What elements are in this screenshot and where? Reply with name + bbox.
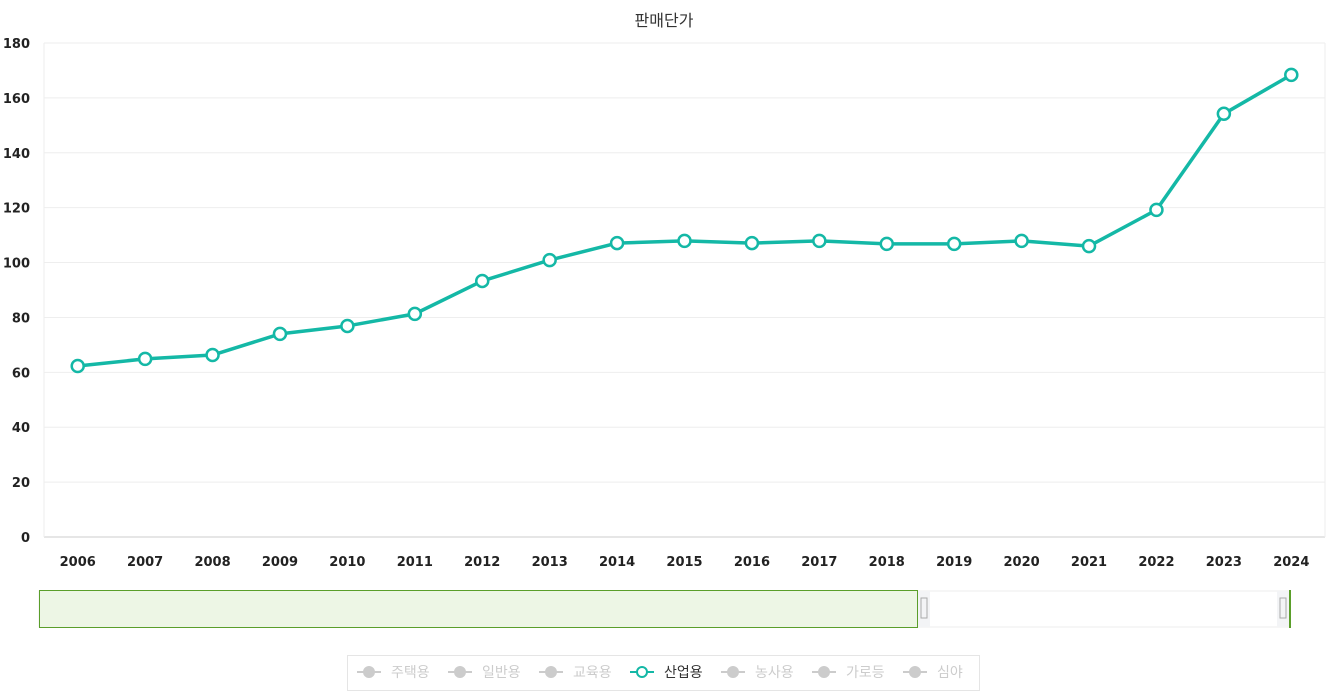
legend-marker-icon: [727, 666, 739, 678]
legend-label: 산업용: [664, 665, 703, 681]
data-zoom-slider[interactable]: [38, 590, 1291, 628]
legend-item[interactable]: 주택용: [357, 665, 430, 681]
data-point[interactable]: [744, 235, 760, 251]
legend-marker-icon: [636, 666, 648, 678]
x-tick-label: 2007: [127, 555, 163, 570]
data-point[interactable]: [879, 236, 895, 252]
x-tick-label: 2024: [1273, 555, 1309, 570]
legend-label: 가로등: [846, 665, 885, 681]
legend-marker-icon: [818, 666, 830, 678]
series-line: [77, 73, 1293, 368]
legend-label: 교육용: [573, 665, 612, 681]
handle-grip-icon: [920, 597, 928, 619]
x-tick-label: 2008: [194, 555, 230, 570]
data-point[interactable]: [946, 236, 962, 252]
y-tick-label: 180: [3, 37, 30, 52]
x-tick-label: 2015: [666, 555, 702, 570]
series: [70, 67, 1299, 374]
x-tick-label: 2011: [397, 555, 433, 570]
x-tick-label: 2012: [464, 555, 500, 570]
legend-marker-icon: [909, 666, 921, 678]
y-tick-label: 0: [21, 531, 30, 546]
x-tick-label: 2013: [532, 555, 568, 570]
handle-grip-icon: [1279, 597, 1287, 619]
legend-item[interactable]: 농사용: [721, 665, 794, 681]
x-tick-label: 2022: [1138, 555, 1174, 570]
legend-marker-icon: [545, 666, 557, 678]
data-point[interactable]: [812, 233, 827, 249]
legend-label: 심야: [937, 665, 963, 681]
x-tick-label: 2018: [869, 555, 905, 570]
data-point[interactable]: [340, 318, 355, 334]
data-point[interactable]: [272, 326, 288, 342]
chart-title: 판매단가: [635, 11, 694, 30]
data-point[interactable]: [407, 306, 423, 322]
x-tick-label: 2010: [329, 555, 365, 570]
grid: [43, 42, 1326, 538]
data-point[interactable]: [542, 252, 557, 268]
legend-item[interactable]: 교육용: [539, 665, 612, 681]
x-tick-label: 2021: [1071, 555, 1107, 570]
data-point[interactable]: [1284, 67, 1299, 83]
y-tick-label: 20: [12, 476, 30, 491]
data-point[interactable]: [70, 358, 85, 374]
x-tick-label: 2019: [936, 555, 972, 570]
x-tick-label: 2014: [599, 555, 635, 570]
data-point[interactable]: [474, 273, 490, 289]
legend-label: 주택용: [391, 665, 430, 681]
x-tick-label: 2006: [60, 555, 96, 570]
x-axis: 2006 2007 2008 2009 2010 2011 2012 2013 2014 2015…: [60, 555, 1310, 570]
data-point[interactable]: [1216, 106, 1232, 122]
x-tick-label: 2009: [262, 555, 298, 570]
legend-item[interactable]: 산업용: [630, 665, 703, 681]
x-tick-label: 2017: [801, 555, 837, 570]
y-tick-label: 60: [12, 366, 30, 381]
legend-marker-icon: [454, 666, 466, 678]
data-point[interactable]: [609, 235, 625, 251]
y-axis: 0 20 40 60 80 100 120 140 160 180: [3, 37, 30, 546]
y-tick-label: 40: [12, 421, 30, 436]
x-tick-label: 2016: [734, 555, 770, 570]
legend-marker-icon: [363, 666, 375, 678]
data-point[interactable]: [1014, 233, 1029, 249]
data-point[interactable]: [205, 347, 220, 363]
y-tick-label: 140: [3, 147, 30, 162]
legend-item[interactable]: 가로등: [812, 665, 885, 681]
y-tick-label: 80: [12, 311, 30, 326]
y-tick-label: 100: [3, 257, 30, 272]
data-zoom-handle-left[interactable]: [918, 591, 930, 627]
data-point[interactable]: [1149, 202, 1164, 218]
y-tick-label: 160: [3, 92, 30, 107]
legend-item[interactable]: 일반용: [448, 665, 521, 681]
legend-label: 일반용: [482, 665, 521, 681]
y-tick-label: 120: [3, 202, 30, 217]
x-tick-label: 2020: [1004, 555, 1040, 570]
data-zoom-handle-right[interactable]: [1277, 591, 1289, 627]
legend: 주택용 일반용 교육용 산업용 농사용 가로등 심야: [357, 665, 963, 681]
legend-item[interactable]: 심야: [903, 665, 963, 681]
x-tick-label: 2023: [1206, 555, 1242, 570]
data-point[interactable]: [137, 351, 153, 367]
data-zoom-filler: [39, 590, 918, 628]
data-point[interactable]: [677, 233, 692, 249]
data-point[interactable]: [1081, 238, 1097, 254]
legend-label: 농사용: [755, 665, 794, 681]
